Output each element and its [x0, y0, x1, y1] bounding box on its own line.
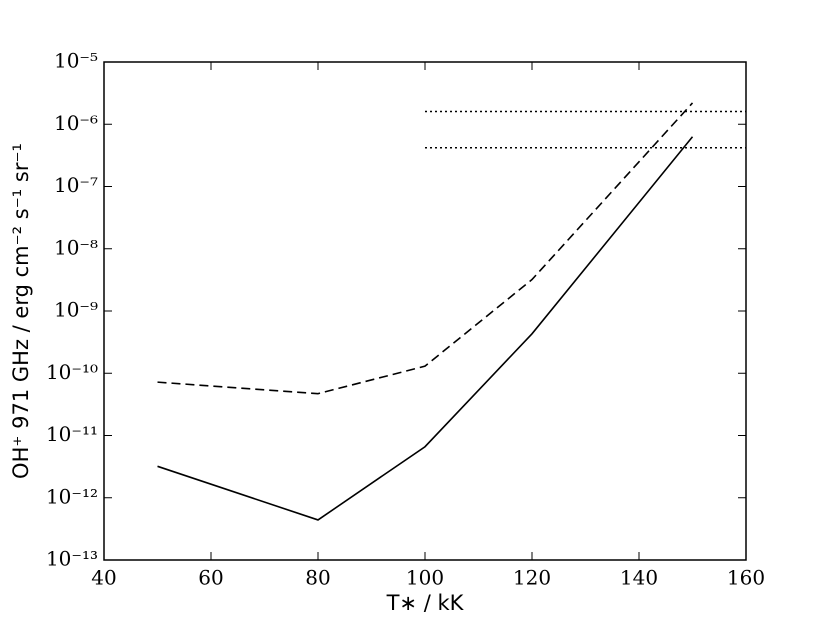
series-line: [157, 102, 694, 395]
x-tick-label: 80: [305, 566, 330, 590]
x-tick-label: 140: [620, 566, 658, 590]
y-axis-label: OH⁺ 971 GHz / erg cm⁻² s⁻¹ sr⁻¹: [9, 143, 33, 479]
x-tick-label: 60: [198, 566, 223, 590]
x-tick-label: 100: [406, 566, 444, 590]
x-tick-label: 160: [727, 566, 765, 590]
y-tick-label: 10⁻⁹: [54, 298, 98, 322]
y-tick-label: 10⁻⁵: [54, 49, 98, 73]
x-axis-label: T∗ / kK: [386, 591, 465, 615]
y-tick-label: 10⁻⁸: [54, 235, 98, 259]
y-tick-label: 10⁻¹⁰: [46, 360, 98, 384]
series-line: [157, 136, 694, 521]
y-tick-label: 10⁻¹³: [46, 547, 98, 571]
x-tick-label: 120: [513, 566, 551, 590]
y-tick-label: 10⁻⁶: [54, 111, 98, 135]
plot-frame: [103, 61, 747, 561]
y-tick-label: 10⁻¹¹: [46, 422, 98, 446]
x-tick-label: 40: [91, 566, 116, 590]
y-tick-label: 10⁻¹²: [46, 484, 98, 508]
y-tick-label: 10⁻⁷: [54, 173, 98, 197]
